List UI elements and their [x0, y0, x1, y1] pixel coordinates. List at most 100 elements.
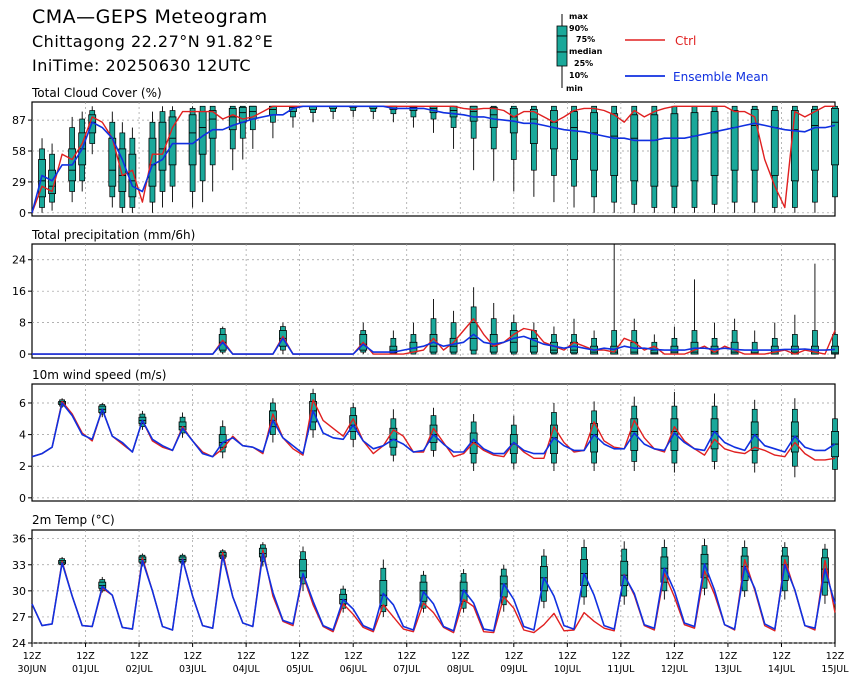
- panel-2: 0 2 4 6: [19, 383, 839, 505]
- legend-label-median: median: [569, 47, 603, 56]
- x-tick-hour: 12Z: [76, 651, 95, 662]
- box-plot: [389, 409, 398, 462]
- box-plot: [469, 287, 478, 355]
- legend-label-p75: 75%: [576, 35, 595, 44]
- box-iqr: [550, 110, 558, 150]
- box-iqr: [590, 112, 598, 171]
- legend-mean-label: Ensemble Mean: [673, 70, 768, 84]
- x-tick-hour: 12Z: [665, 651, 684, 662]
- box-iqr: [509, 330, 518, 353]
- legend-label-p90: 90%: [569, 24, 588, 33]
- box-iqr: [228, 107, 237, 131]
- box-plot: [790, 314, 799, 355]
- x-tick-hour: 12Z: [826, 651, 845, 662]
- x-tick-hour: 12Z: [237, 651, 256, 662]
- box-iqr: [469, 105, 478, 122]
- legend-box-iqr: [556, 35, 568, 53]
- box-plot: [188, 106, 197, 208]
- box-iqr: [650, 349, 659, 355]
- panel-frame: [31, 243, 836, 359]
- legend-label-min: min: [566, 84, 583, 93]
- x-tick-date: 14JUL: [768, 664, 796, 675]
- ctrl-series-line: [31, 399, 836, 461]
- box-plot: [831, 409, 839, 483]
- y-tick-label: 29: [12, 176, 26, 189]
- box-iqr: [650, 114, 659, 187]
- box-iqr: [570, 111, 578, 160]
- y-tick-label: 24: [12, 637, 26, 650]
- box-plot: [570, 105, 578, 208]
- box-plot: [238, 105, 247, 160]
- legend: max 90% 75% median 25% 10% min Ctrl Ense…: [556, 12, 768, 93]
- box-iqr: [268, 410, 277, 428]
- box-plot: [580, 539, 588, 605]
- box-plot: [529, 322, 538, 355]
- x-tick-date: 13JUL: [714, 664, 742, 675]
- legend-label-max: max: [569, 12, 589, 21]
- box-plot: [630, 105, 639, 213]
- x-tick-date: 06JUL: [340, 664, 368, 675]
- box-plot: [750, 399, 759, 473]
- x-tick-hour: 12Z: [344, 651, 363, 662]
- box-plot: [690, 279, 699, 355]
- y-tick-label: 2: [19, 460, 26, 473]
- box-plot: [108, 111, 117, 208]
- y-tick-label: 8: [19, 317, 26, 330]
- box-iqr: [620, 560, 629, 587]
- x-axis: 12Z 30JUN 12Z 01JUL 12Z 02JUL 12Z 03JUL 12Z 04JUL…: [18, 643, 849, 675]
- ensemble-mean-line: [32, 333, 836, 355]
- x-tick-date: 15JUL: [821, 664, 849, 675]
- y-tick-label: 30: [12, 585, 26, 598]
- box-plot: [831, 105, 839, 213]
- x-tick-date: 07JUL: [393, 664, 421, 675]
- box-plot: [811, 263, 819, 355]
- box-plot: [590, 105, 598, 213]
- box-iqr: [630, 418, 639, 451]
- panel-title-wind: 10m wind speed (m/s): [32, 368, 166, 382]
- box-plot: [650, 105, 659, 213]
- y-tick-label: 58: [12, 145, 26, 158]
- box-plot: [550, 326, 558, 355]
- x-tick-hour: 12Z: [612, 651, 631, 662]
- box-iqr: [580, 559, 588, 587]
- box-iqr: [389, 427, 398, 448]
- ensemble-mean-line: [31, 552, 836, 632]
- y-tick-label: 6: [19, 397, 26, 410]
- box-plot: [268, 105, 277, 139]
- x-tick-date: 09JUL: [500, 664, 528, 675]
- box-plot: [299, 546, 307, 591]
- y-tick-label: 16: [12, 285, 26, 298]
- box-iqr: [811, 109, 819, 171]
- x-tick-date: 11JUL: [607, 664, 635, 675]
- box-plot: [349, 105, 358, 117]
- box-plot: [690, 105, 699, 213]
- box-iqr: [750, 109, 759, 171]
- box-plot: [449, 310, 458, 355]
- x-tick-hour: 12Z: [23, 651, 42, 662]
- box-iqr: [168, 116, 177, 166]
- box-plot: [359, 322, 368, 355]
- y-tick-label: 87: [12, 114, 26, 127]
- panel-1: 0 8 16 24: [12, 243, 839, 361]
- panel-title-precip: Total precipitation (mm/6h): [31, 228, 195, 242]
- y-tick-label: 4: [19, 429, 26, 442]
- x-tick-date: 08JUL: [447, 664, 475, 675]
- ctrl-series-line: [31, 105, 835, 214]
- panel-3: 24 27 30 33 36: [12, 529, 836, 650]
- y-tick-label: 24: [12, 254, 26, 267]
- box-iqr: [750, 421, 759, 451]
- box-plot: [550, 402, 558, 471]
- x-tick-hour: 12Z: [558, 651, 577, 662]
- box-iqr: [670, 113, 679, 187]
- box-plot: [429, 299, 438, 355]
- x-tick-date: 05JUL: [286, 664, 314, 675]
- y-tick-label: 0: [19, 492, 26, 505]
- box-plot: [610, 244, 619, 355]
- y-tick-label: 36: [12, 533, 26, 546]
- box-plot: [650, 334, 659, 355]
- y-tick-label: 0: [19, 207, 26, 220]
- box-plot: [670, 105, 679, 213]
- panel-0: 0 29 58 87: [12, 101, 839, 220]
- box-plot: [570, 318, 578, 355]
